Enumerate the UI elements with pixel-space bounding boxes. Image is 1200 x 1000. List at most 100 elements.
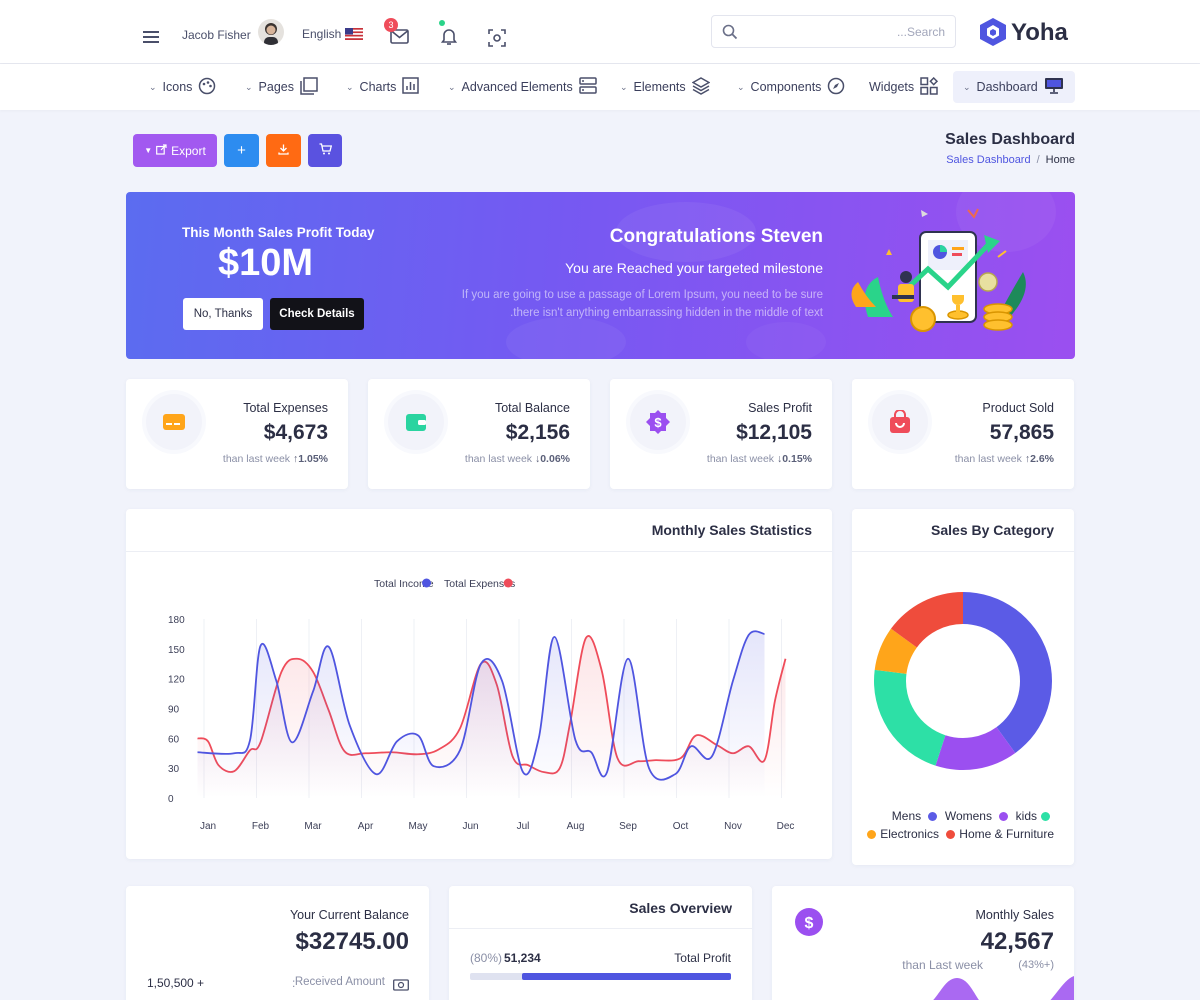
donut-legend: Mens Womens kids Electronics Home & Furn… — [852, 809, 1074, 845]
y-tick-label: 150 — [168, 645, 185, 656]
no-thanks-button[interactable]: No, Thanks — [183, 298, 263, 330]
mail-icon[interactable] — [390, 28, 409, 44]
legend-item[interactable]: kids — [1016, 809, 1054, 823]
legend-item[interactable]: Mens — [892, 809, 942, 823]
legend-label: Mens — [891, 809, 922, 823]
x-tick-label: Mar — [304, 821, 322, 832]
fullscreen-icon[interactable] — [488, 29, 506, 47]
chevron-down-icon: ⌄ — [620, 81, 628, 92]
legend-row-2: Electronics Home & Furniture — [852, 827, 1074, 845]
banner-subheading: You are Reached your targeted milestone — [565, 260, 823, 276]
stat-icon-wrap — [388, 394, 444, 450]
x-tick-label: May — [409, 821, 428, 832]
add-button[interactable]: + — [224, 134, 259, 167]
main-navigation: ⌄ Icons ⌄ Pages ⌄ Charts ⌄ Advanced Elem… — [0, 64, 1200, 110]
cart-button[interactable] — [308, 134, 342, 167]
donut-slice[interactable] — [963, 592, 1052, 754]
x-tick-label: Sep — [619, 821, 637, 832]
plus-icon: + — [237, 142, 246, 159]
check-details-button[interactable]: Check Details — [270, 298, 364, 330]
donut-slice[interactable] — [890, 592, 963, 648]
legend-item[interactable]: Home & Furniture — [942, 827, 1054, 841]
top-header: Jacob Fisher English 3 ...Search Yoha — [0, 0, 1200, 64]
banner-subtitle: This Month Sales Profit Today — [182, 225, 375, 240]
shopping-bag-icon — [890, 410, 910, 433]
monthly-sales-line-chart: 0 30 60 90 120 150 180 Jan Feb Mar Apr May Jun Jul Au… — [168, 578, 795, 832]
donut-slice[interactable] — [874, 669, 946, 766]
stat-icon-wrap — [872, 394, 928, 450]
stat-change: 1.05% — [298, 453, 328, 465]
y-tick-label: 30 — [168, 764, 180, 775]
sales-by-category-donut-chart — [874, 592, 1052, 770]
y-tick-label: 90 — [168, 705, 180, 716]
user-name[interactable]: Jacob Fisher — [182, 28, 251, 42]
server-icon — [578, 77, 597, 97]
nav-pages[interactable]: ⌄ Pages — [245, 64, 318, 110]
search-input[interactable]: ...Search — [711, 15, 956, 48]
avatar[interactable] — [258, 19, 284, 45]
breadcrumb-link[interactable]: Sales Dashboard — [946, 154, 1031, 166]
monthly-sales-card: Monthly Sales Statistics 0 30 60 90 120 150 18… — [126, 509, 832, 859]
nav-label: Charts — [359, 80, 397, 94]
stat-card-balance: Total Balance $2,156 than last week ↓0.0… — [368, 379, 590, 489]
balance-left-value: 1,50,500 + — [147, 976, 205, 990]
x-tick-label: Dec — [777, 821, 795, 832]
overview-percent: (80%) — [470, 951, 503, 965]
nav-label: Advanced Elements — [461, 80, 573, 94]
legend-label: kids — [1015, 809, 1037, 823]
nav-icons[interactable]: ⌄ Icons — [149, 64, 216, 110]
banner-heading: Congratulations Steven — [609, 226, 823, 247]
donut-slice[interactable] — [935, 727, 1016, 770]
download-button[interactable] — [266, 134, 301, 167]
notification-bell-icon[interactable] — [440, 27, 458, 46]
chevron-down-icon: ⌄ — [737, 81, 745, 92]
nav-elements[interactable]: ⌄ Elements — [620, 64, 711, 110]
legend-item[interactable]: Womens — [945, 809, 1012, 823]
stat-title: Product Sold — [982, 401, 1054, 415]
brand-name[interactable]: Yoha — [1011, 19, 1068, 46]
chevron-down-icon: ⌄ — [346, 81, 354, 92]
nav-advanced-elements[interactable]: ⌄ Advanced Elements — [448, 64, 597, 110]
sales-overview-card: Sales Overview (80%) 51,234 Total Profit — [449, 886, 752, 1000]
stat-change: 0.06% — [540, 453, 570, 465]
monitor-icon — [1044, 77, 1064, 97]
balance-title: Your Current Balance — [289, 908, 409, 922]
brand-logo-icon[interactable] — [979, 17, 1007, 47]
stat-title: Total Balance — [494, 401, 570, 415]
x-tick-label: Jan — [200, 821, 216, 832]
bar-chart-icon — [402, 77, 420, 97]
legend-label: Electronics — [880, 827, 939, 841]
nav-dashboard[interactable]: ⌄ Dashboard — [953, 71, 1075, 103]
nav-label: Components — [750, 80, 822, 94]
arrow-down-icon: ↓ — [776, 453, 783, 465]
donut-slice[interactable] — [874, 628, 917, 674]
hamburger-menu-icon[interactable] — [143, 30, 159, 43]
nav-charts[interactable]: ⌄ Charts — [346, 64, 420, 110]
widgets-icon — [920, 76, 939, 98]
mail-badge: 3 — [384, 18, 398, 32]
chevron-down-icon: ⌄ — [963, 81, 971, 92]
stat-sub-label: than last week — [954, 453, 1022, 465]
x-tick-label: Nov — [724, 821, 742, 832]
legend-item[interactable]: Electronics — [863, 827, 939, 841]
stat-subtext: than last week ↑1.05% — [223, 453, 328, 465]
nav-components[interactable]: ⌄ Components — [737, 64, 845, 110]
promo-banner: This Month Sales Profit Today $10M No, T… — [126, 192, 1075, 359]
arrow-down-icon: ↓ — [534, 453, 541, 465]
legend-dot — [867, 830, 877, 840]
monthly-sales-title: Monthly Sales — [975, 908, 1054, 922]
received-amount-label: Received Amount — [294, 976, 385, 988]
x-tick-label: Aug — [567, 821, 585, 832]
banner-decoration — [506, 192, 1056, 359]
nav-widgets[interactable]: Widgets — [869, 64, 939, 110]
language-selector[interactable]: English — [302, 27, 342, 41]
page-title: Sales Dashboard — [945, 131, 1075, 148]
compass-icon — [827, 77, 845, 98]
x-tick-label: Jul — [517, 821, 530, 832]
legend-dot — [999, 812, 1009, 822]
stat-value: 57,865 — [989, 421, 1054, 444]
stat-sub-label: than last week — [706, 453, 775, 465]
svg-text:$: $ — [805, 915, 814, 932]
stat-value: $4,673 — [263, 421, 328, 444]
export-button[interactable]: ▼ Export — [133, 134, 217, 167]
